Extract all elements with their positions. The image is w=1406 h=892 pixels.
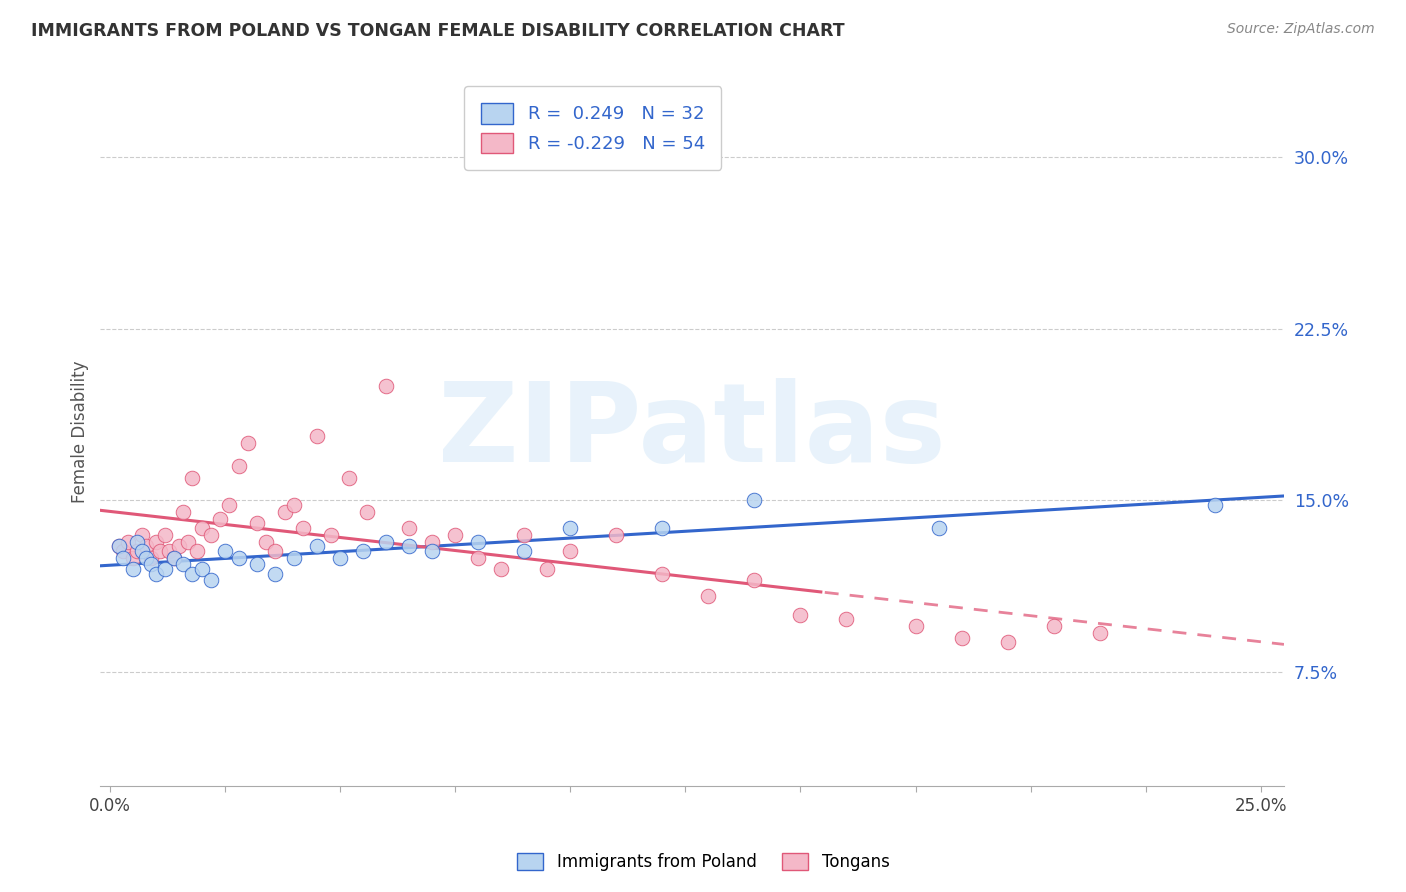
Text: Source: ZipAtlas.com: Source: ZipAtlas.com — [1227, 22, 1375, 37]
Point — [145, 566, 167, 581]
Point — [145, 534, 167, 549]
Point — [744, 574, 766, 588]
Point — [218, 498, 240, 512]
Point — [200, 574, 222, 588]
Point — [283, 498, 305, 512]
Point — [127, 534, 149, 549]
Point — [1204, 498, 1226, 512]
Point — [513, 527, 536, 541]
Point — [200, 527, 222, 541]
Point — [264, 543, 287, 558]
Point — [228, 550, 250, 565]
Point — [374, 379, 396, 393]
Legend: R =  0.249   N = 32, R = -0.229   N = 54: R = 0.249 N = 32, R = -0.229 N = 54 — [464, 87, 721, 169]
Point — [149, 543, 172, 558]
Point — [107, 539, 129, 553]
Point — [1088, 626, 1111, 640]
Point — [190, 562, 212, 576]
Point — [139, 558, 162, 572]
Point — [467, 534, 489, 549]
Point — [319, 527, 342, 541]
Point — [181, 566, 204, 581]
Point — [163, 550, 186, 565]
Y-axis label: Female Disability: Female Disability — [72, 360, 89, 503]
Point — [398, 539, 420, 553]
Point — [172, 505, 194, 519]
Point — [131, 543, 153, 558]
Point — [651, 566, 673, 581]
Point — [163, 550, 186, 565]
Point — [651, 521, 673, 535]
Point — [950, 631, 973, 645]
Point — [467, 550, 489, 565]
Point — [489, 562, 512, 576]
Point — [117, 534, 139, 549]
Point — [153, 562, 176, 576]
Point — [112, 550, 135, 565]
Point — [181, 470, 204, 484]
Point — [283, 550, 305, 565]
Point — [536, 562, 558, 576]
Legend: Immigrants from Poland, Tongans: Immigrants from Poland, Tongans — [509, 845, 897, 880]
Point — [305, 539, 328, 553]
Point — [273, 505, 295, 519]
Point — [254, 534, 277, 549]
Point — [356, 505, 378, 519]
Point — [172, 558, 194, 572]
Point — [329, 550, 352, 565]
Point — [305, 429, 328, 443]
Point — [513, 543, 536, 558]
Point — [121, 562, 143, 576]
Point — [374, 534, 396, 549]
Point — [558, 543, 581, 558]
Point — [214, 543, 236, 558]
Point — [167, 539, 190, 553]
Point — [139, 550, 162, 565]
Text: IMMIGRANTS FROM POLAND VS TONGAN FEMALE DISABILITY CORRELATION CHART: IMMIGRANTS FROM POLAND VS TONGAN FEMALE … — [31, 22, 845, 40]
Point — [744, 493, 766, 508]
Point — [228, 459, 250, 474]
Point — [190, 521, 212, 535]
Point — [153, 527, 176, 541]
Point — [928, 521, 950, 535]
Point — [135, 550, 157, 565]
Point — [420, 543, 443, 558]
Point — [997, 635, 1019, 649]
Point — [186, 543, 208, 558]
Point — [558, 521, 581, 535]
Point — [337, 470, 360, 484]
Point — [107, 539, 129, 553]
Point — [292, 521, 315, 535]
Point — [236, 436, 259, 450]
Point — [121, 550, 143, 565]
Point — [246, 558, 269, 572]
Point — [444, 527, 467, 541]
Point — [264, 566, 287, 581]
Point — [159, 543, 181, 558]
Point — [789, 607, 811, 622]
Point — [135, 539, 157, 553]
Text: ZIPatlas: ZIPatlas — [439, 378, 946, 485]
Point — [352, 543, 374, 558]
Point — [835, 612, 858, 626]
Point — [398, 521, 420, 535]
Point — [209, 511, 232, 525]
Point — [131, 527, 153, 541]
Point — [697, 590, 720, 604]
Point — [605, 527, 627, 541]
Point — [177, 534, 200, 549]
Point — [904, 619, 927, 633]
Point — [420, 534, 443, 549]
Point — [127, 543, 149, 558]
Point — [246, 516, 269, 531]
Point — [1042, 619, 1064, 633]
Point — [112, 543, 135, 558]
